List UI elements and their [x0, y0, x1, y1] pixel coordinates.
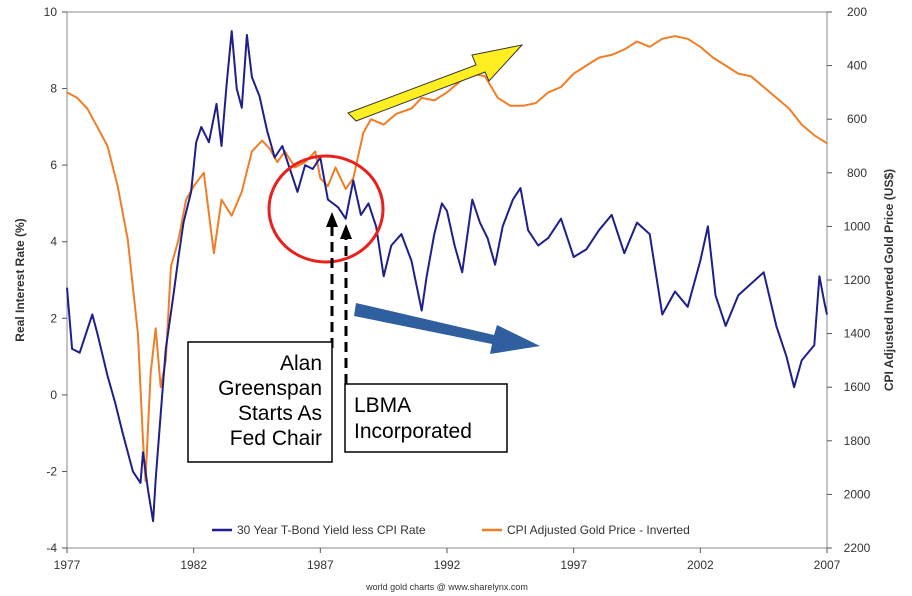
- greenspan-arrowhead: [326, 212, 338, 227]
- credit-text: world gold charts @ www.sharelynx.com: [365, 582, 528, 592]
- greenspan-box: [187, 341, 333, 463]
- y2-axis-title: CPI Adjusted Inverted Gold Price (US$): [882, 169, 896, 391]
- y2-tick-label: 1200: [844, 273, 871, 287]
- series-line-gold: [66, 35, 828, 482]
- y-axis-title: Real Interest Rate (%): [13, 218, 27, 341]
- greenspan-line-3: Starts As: [238, 402, 322, 425]
- y-tick-label: 0: [50, 388, 57, 402]
- y2-tick-label: 800: [847, 166, 867, 180]
- greenspan-line-2: Greenspan: [218, 377, 322, 400]
- greenspan-line-4: Fed Chair: [230, 427, 322, 450]
- y2-tick-label: 1000: [844, 219, 871, 233]
- lbma-arrowhead: [340, 224, 352, 239]
- x-tick-label: 2007: [814, 558, 841, 572]
- y2-tick-label: 2200: [844, 541, 871, 555]
- series-line-bond: [66, 30, 828, 523]
- y2-tick-label: 1400: [844, 327, 871, 341]
- highlight-circle: [267, 154, 385, 264]
- y-tick-label: 10: [44, 5, 58, 19]
- y-tick-label: -2: [46, 464, 57, 478]
- x-axis: 1977 1982 1987 1992 1997 2002 2007: [54, 548, 841, 572]
- series-layer: [66, 30, 828, 523]
- legend-label-bond: 30 Year T-Bond Yield less CPI Rate: [237, 523, 426, 537]
- blue-down-arrow: [354, 303, 540, 354]
- yellow-up-arrow: [347, 44, 524, 122]
- x-tick-label: 1982: [180, 558, 207, 572]
- y-tick-label: 2: [50, 311, 57, 325]
- x-tick-label: 1987: [307, 558, 334, 572]
- greenspan-line-1: Alan: [280, 352, 322, 375]
- legend: 30 Year T-Bond Yield less CPI Rate CPI A…: [212, 523, 690, 537]
- y2-tick-label: 400: [847, 59, 867, 73]
- y2-tick-label: 600: [847, 112, 867, 126]
- y-axis-left: 10 8 6 4 2 0 -2 -4: [44, 5, 67, 555]
- y2-tick-label: 2000: [844, 487, 871, 501]
- legend-label-gold: CPI Adjusted Gold Price - Inverted: [507, 523, 690, 537]
- y2-tick-label: 1800: [844, 434, 871, 448]
- lbma-line-2: Incorporated: [354, 420, 472, 443]
- lbma-box: [344, 383, 508, 453]
- y-tick-label: 8: [50, 82, 57, 96]
- x-tick-label: 1977: [54, 558, 81, 572]
- y-tick-label: -4: [46, 541, 57, 555]
- x-tick-label: 1997: [560, 558, 587, 572]
- y-tick-label: 6: [50, 158, 57, 172]
- y2-tick-label: 200: [847, 5, 867, 19]
- x-tick-label: 2002: [687, 558, 714, 572]
- lbma-line-1: LBMA: [354, 394, 411, 417]
- x-tick-label: 1992: [434, 558, 461, 572]
- y-tick-label: 4: [50, 235, 57, 249]
- y2-tick-label: 1600: [844, 380, 871, 394]
- y-axis-right: 200 400 600 800 1000 1200 1400 1600 1800 2000 2200: [827, 5, 871, 555]
